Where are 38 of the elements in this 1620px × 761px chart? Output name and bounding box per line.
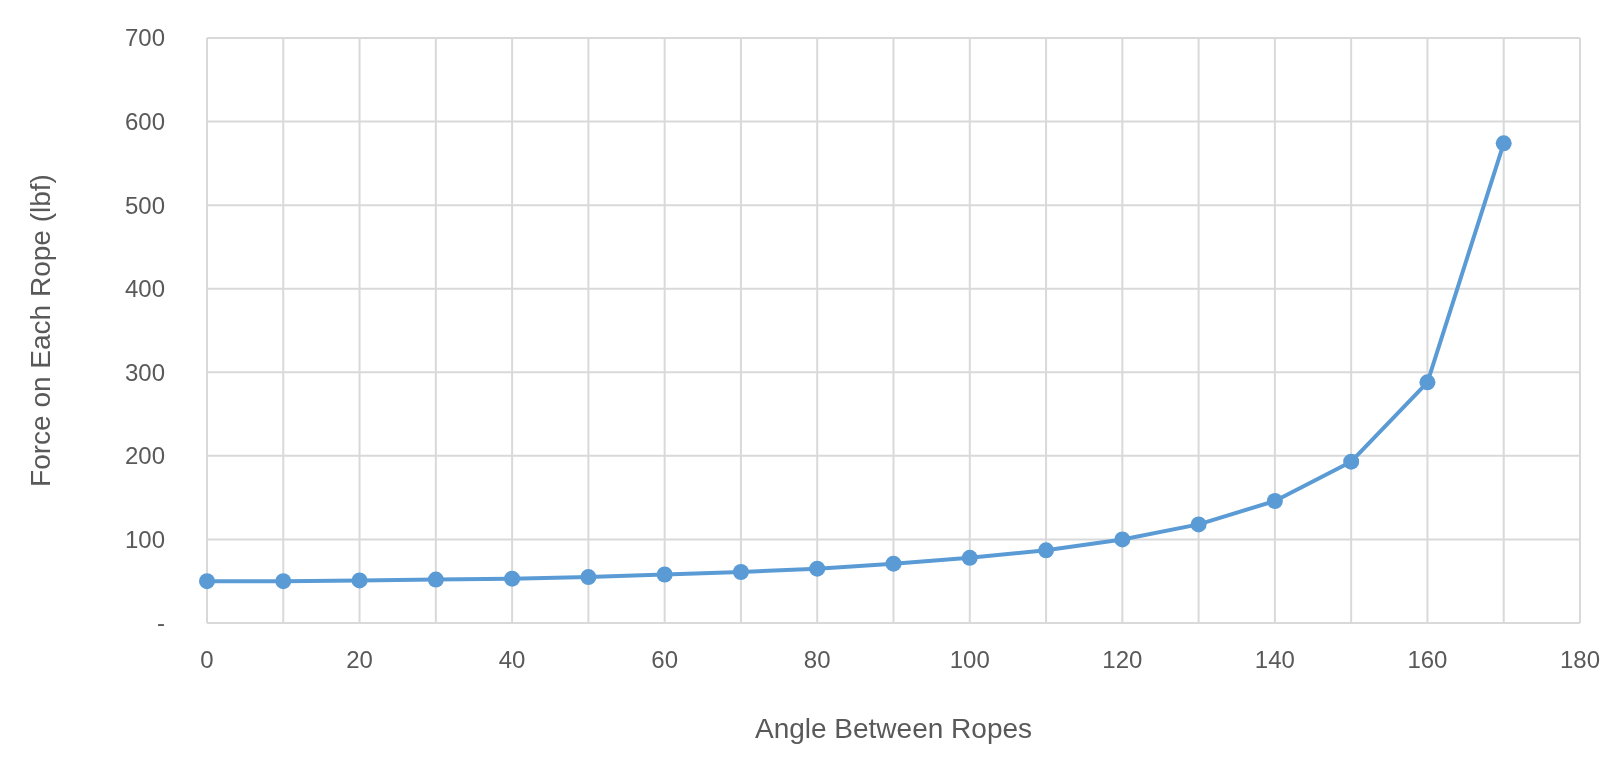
point [656, 566, 673, 583]
x-tick-label: 140 [1254, 646, 1295, 673]
y-tick-label: 200 [124, 442, 165, 470]
y-tick-label: 300 [124, 358, 165, 386]
y-axis-title: Force on Each Rope (lbf) [25, 174, 56, 487]
x-tick-label: 80 [803, 646, 831, 673]
point [732, 564, 749, 581]
point [809, 560, 826, 577]
point [199, 573, 215, 590]
y-tick-label: 500 [124, 191, 165, 219]
point [1266, 492, 1283, 509]
point [1114, 531, 1131, 548]
point [1343, 453, 1360, 470]
x-tick-label: 60 [651, 646, 679, 673]
x-tick-label: 20 [346, 646, 373, 673]
point [1190, 516, 1207, 533]
point [275, 573, 292, 590]
x-tick-label: 0 [200, 646, 214, 673]
point [504, 570, 521, 587]
x-tick-label: 160 [1407, 646, 1448, 673]
y-tick-label: 100 [124, 525, 165, 553]
point [351, 572, 368, 589]
x-tick-label: 100 [949, 646, 990, 673]
point [1495, 135, 1512, 152]
y-tick-label: 600 [124, 107, 165, 135]
point [580, 569, 597, 586]
x-tick-label: 180 [1559, 646, 1601, 673]
y-tick-label: 400 [124, 275, 165, 303]
point [427, 571, 444, 588]
x-tick-label: 120 [1102, 646, 1143, 673]
point [885, 555, 902, 572]
y-tick-label: - [157, 609, 165, 637]
x-tick-label: 40 [498, 646, 526, 673]
point [961, 549, 978, 566]
x-axis-title: Angle Between Ropes [754, 713, 1033, 744]
point [1419, 374, 1436, 391]
y-tick-label: 700 [124, 24, 165, 52]
point [1038, 542, 1055, 559]
